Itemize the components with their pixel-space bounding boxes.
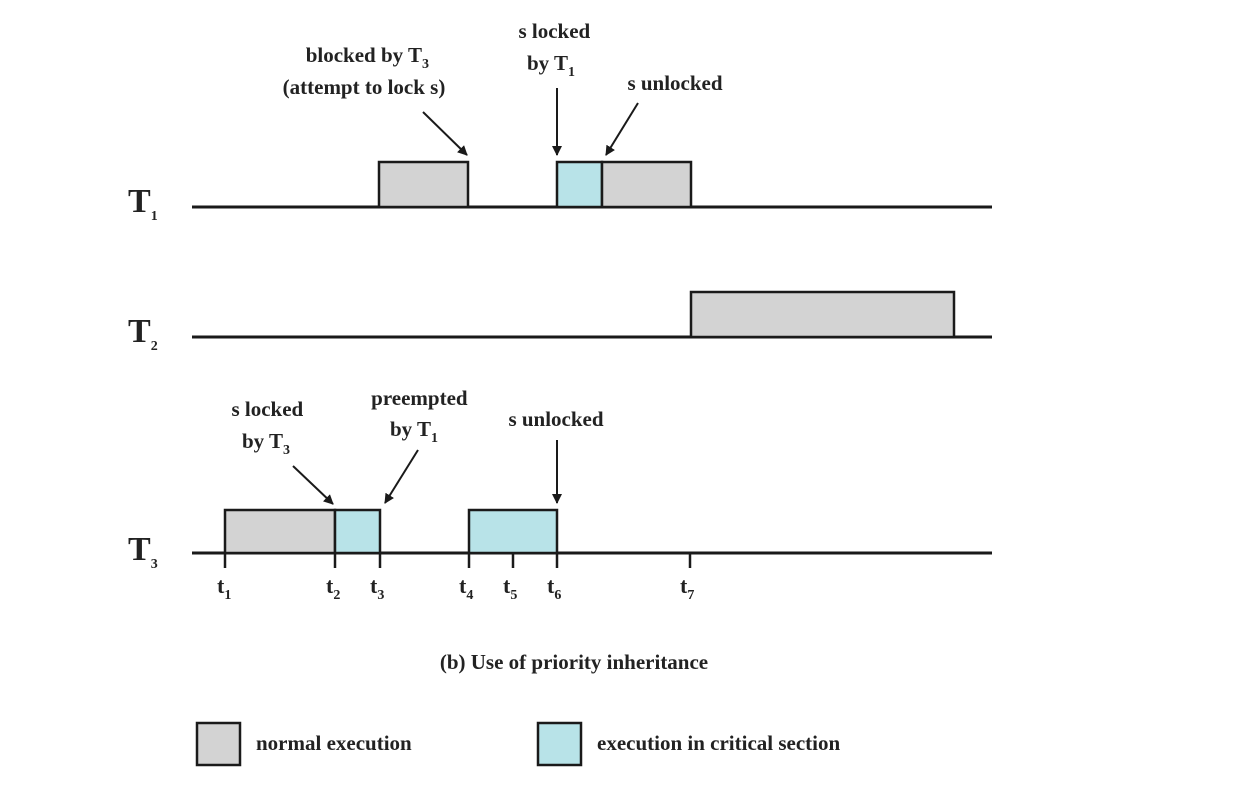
annotation-t1-s-locked: s locked by T1 [518,19,595,80]
t3-critical-block-2 [467,508,559,555]
time-label-t3: t3 [370,573,384,603]
arrow-t1-s-unlocked [605,102,639,156]
task-label-t1: T1 [128,183,158,224]
arrow-t3-s-locked [292,465,334,505]
t3-critical-block-1 [333,508,382,555]
t1-normal-block-2 [600,160,693,209]
t2-normal-block [689,290,956,339]
annotation-blocked-by-t3: blocked by T3 (attempt to lock s) [283,43,446,99]
task-label-t2: T2 [128,313,158,354]
time-ticks [223,553,692,568]
arrow-preempted [384,449,419,504]
t3-normal-block [223,508,337,555]
legend-critical-swatch [536,721,583,767]
task-label-t3: T3 [128,531,158,572]
time-label-t5: t5 [503,573,517,603]
arrow-blocked [422,111,468,156]
legend-normal-label: normal execution [256,731,412,755]
time-label-t1: t1 [217,573,231,603]
annotation-t3-s-unlocked: s unlocked [508,407,603,431]
annotation-t3-s-locked: s locked by T3 [231,397,308,458]
time-label-t4: t4 [459,573,473,603]
time-label-t6: t6 [547,573,561,603]
time-label-t7: t7 [680,573,694,603]
annotation-t1-s-unlocked: s unlocked [627,71,722,95]
annotation-preempted: preempted by T1 [371,386,473,446]
time-label-t2: t2 [326,573,340,603]
legend-normal-swatch [195,721,242,767]
t1-critical-block [555,160,604,209]
figure-caption: (b) Use of priority inheritance [440,650,708,674]
t1-normal-block-1 [377,160,470,209]
legend-critical-label: execution in critical section [597,731,841,755]
